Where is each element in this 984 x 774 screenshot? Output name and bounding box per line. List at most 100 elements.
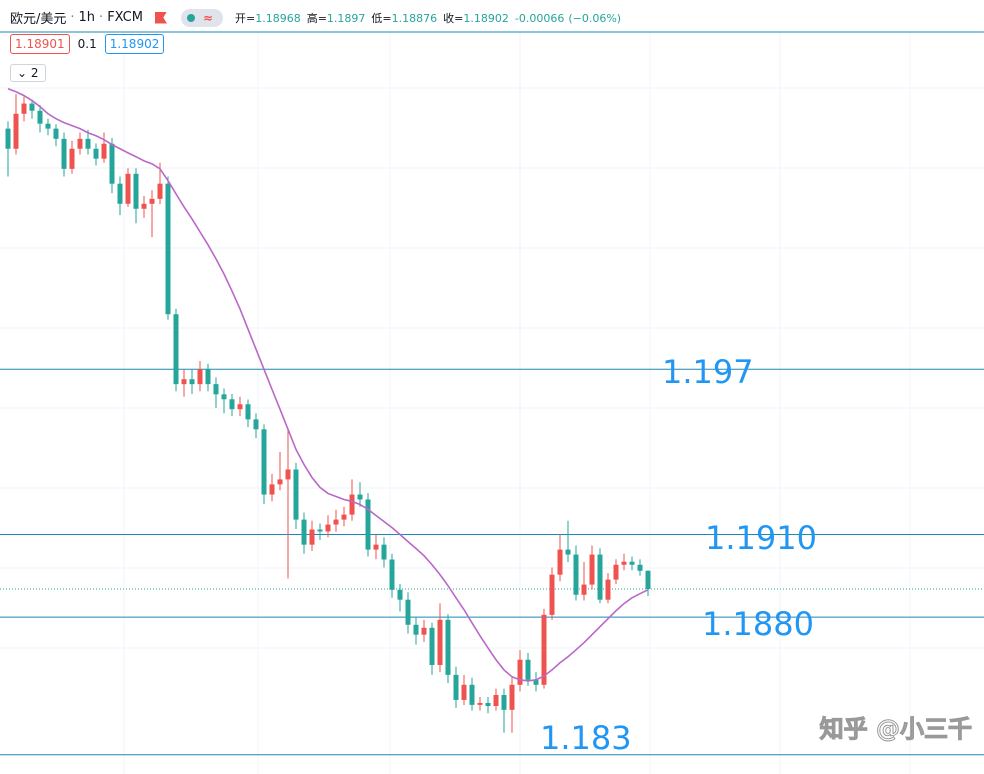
candle-body: [5, 128, 11, 149]
legend-label: 高=: [306, 11, 327, 25]
legend-value: 1.18968: [255, 11, 301, 25]
indicator-count: 2: [30, 66, 39, 80]
candle-body: [85, 138, 91, 149]
level-label: 1.197: [662, 353, 754, 391]
legend-value: 1.1897: [326, 11, 366, 25]
candle-body: [637, 564, 643, 571]
candle-body: [629, 561, 635, 565]
candle-body: [413, 624, 419, 635]
candle-body: [341, 514, 347, 520]
candle-body: [437, 619, 443, 665]
change-value: -0.00066: [514, 11, 565, 25]
candle-body: [405, 599, 411, 625]
candle-body: [397, 589, 403, 600]
bid-price[interactable]: 1.18901: [10, 34, 70, 54]
level-label: 1.1910: [705, 519, 817, 557]
candle-body: [645, 570, 651, 589]
candle-body: [501, 694, 507, 710]
status-dot: [186, 13, 195, 22]
candle-body: [181, 379, 187, 385]
header: 欧元/美元 · 1h · FXCM ≈ 开=1.18968 高=1.1897 低=1…: [10, 8, 627, 27]
candle-body: [581, 584, 587, 595]
candle-body: [485, 702, 491, 706]
candle-body: [109, 143, 115, 184]
candle-body: [205, 369, 211, 385]
candle-body: [565, 549, 571, 555]
source: FXCM: [107, 10, 143, 25]
candle-body: [445, 619, 451, 675]
candle-body: [245, 404, 251, 420]
candle-body: [285, 469, 291, 480]
quote-row: 1.18901 0.1 1.18902: [10, 34, 165, 54]
market-status[interactable]: ≈: [180, 8, 223, 27]
candle-body: [469, 684, 475, 705]
candle-body: [261, 429, 267, 495]
symbol[interactable]: 欧元/美元: [10, 12, 67, 27]
candle-body: [309, 529, 315, 545]
candle-body: [621, 561, 627, 565]
candle-body: [589, 554, 595, 585]
candle-body: [573, 554, 579, 595]
candle-body: [197, 369, 203, 385]
candle-body: [125, 173, 131, 204]
level-label: 1.1880: [702, 605, 814, 643]
candle-body: [509, 684, 515, 710]
candle-body: [221, 394, 227, 400]
candle-body: [69, 148, 75, 169]
candle-body: [293, 469, 299, 520]
candle-body: [373, 544, 379, 550]
candle-body: [557, 549, 563, 575]
legend-value: 1.18902: [463, 11, 509, 25]
separator: ·: [70, 10, 75, 25]
ask-price[interactable]: 1.18902: [104, 34, 165, 54]
candle-body: [133, 173, 139, 209]
candle-body: [597, 554, 603, 600]
candle-body: [173, 314, 179, 385]
candle-body: [61, 138, 67, 169]
candle-body: [525, 659, 531, 680]
indicator-toggle[interactable]: ⌄ 2: [10, 64, 46, 82]
candle-body: [533, 679, 539, 685]
candle-body: [381, 544, 387, 560]
candle-body: [517, 659, 523, 685]
candle-body: [541, 614, 547, 685]
candle-body: [53, 128, 59, 139]
approx-icon: ≈: [202, 10, 213, 25]
level-label: 1.183: [540, 719, 632, 757]
candle-body: [493, 694, 499, 706]
legend-label: 开=: [234, 11, 256, 25]
candle-body: [45, 123, 51, 129]
interval[interactable]: 1h: [78, 10, 96, 25]
candle-body: [421, 627, 427, 635]
candle-body: [189, 379, 195, 385]
candle-body: [549, 574, 555, 615]
candle-body: [141, 203, 147, 209]
candle-body: [213, 384, 219, 395]
legend-value: 1.18876: [391, 11, 438, 25]
candle-body: [101, 143, 107, 159]
candle-body: [301, 519, 307, 545]
candle-body: [149, 198, 155, 204]
candle-body: [37, 110, 43, 124]
spread: 0.1: [77, 37, 97, 51]
candle-body: [389, 559, 395, 590]
candle-body: [157, 183, 163, 199]
ohlc-legend: 开=1.18968 高=1.1897 低=1.18876 收=1.18902 -0.00…: [235, 10, 627, 26]
background-grid: [0, 32, 984, 774]
candle-body: [477, 702, 483, 705]
legend-label: 收=: [443, 11, 464, 25]
candle-body: [325, 524, 331, 532]
candle-body: [165, 183, 171, 315]
candle-body: [429, 627, 435, 665]
candle-body: [13, 113, 19, 149]
candle-body: [269, 484, 275, 495]
candle-body: [349, 494, 355, 515]
flag-icon[interactable]: [154, 11, 167, 24]
legend-label: 低=: [371, 11, 392, 25]
candle-body: [93, 148, 99, 159]
change-percent: (−0.06%): [568, 11, 622, 25]
candle-body: [605, 579, 611, 600]
separator: ·: [99, 10, 104, 25]
